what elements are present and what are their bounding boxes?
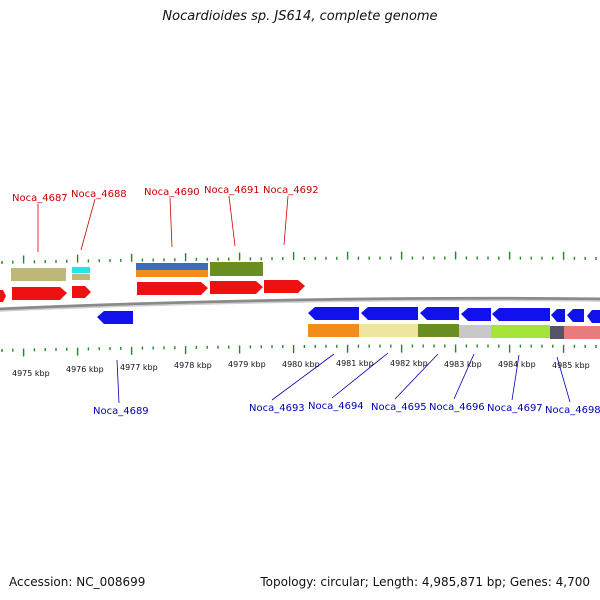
tick-labels: 4975 kbp 4976 kbp 4977 kbp 4978 kbp 4979… (12, 359, 590, 378)
forward-gene-4690[interactable] (137, 282, 208, 295)
gene-label-noca-4690[interactable]: Noca_4690 (144, 187, 200, 198)
leader-line (169, 197, 173, 248)
leader-line (271, 353, 335, 401)
tick-label: 4981 kbp (336, 359, 374, 368)
reverse-gene-4696[interactable] (461, 308, 491, 321)
cog-bar-4688-top[interactable] (72, 267, 90, 273)
cog-bar-4698-a[interactable] (550, 326, 564, 339)
reverse-genes (97, 307, 600, 324)
tick-label: 4983 kbp (444, 360, 482, 369)
forward-cog-bars (11, 262, 263, 281)
map-title: Nocardioides sp. JS614, complete genome (162, 9, 438, 24)
tick-label: 4977 kbp (120, 363, 158, 372)
gene-label-noca-4695[interactable]: Noca_4695 (371, 402, 427, 413)
cog-bar-4694[interactable] (359, 324, 418, 337)
cog-bar-4697[interactable] (491, 325, 550, 338)
forward-gene-4687[interactable] (12, 287, 67, 300)
cog-bar-4698-b[interactable] (564, 326, 600, 339)
gene-label-noca-4691[interactable]: Noca_4691 (204, 185, 260, 196)
gene-label-noca-4692[interactable]: Noca_4692 (263, 185, 319, 196)
forward-gene-4692[interactable] (264, 280, 305, 293)
leader-line (394, 353, 439, 400)
reverse-gene-edge[interactable] (587, 310, 600, 323)
tick-label: 4982 kbp (390, 359, 428, 368)
gene-label-noca-4688[interactable]: Noca_4688 (71, 189, 127, 200)
leader-line (228, 195, 236, 247)
cog-bar-4695[interactable] (418, 324, 459, 337)
tick-label: 4984 kbp (498, 360, 536, 369)
leader-line (116, 359, 120, 404)
reverse-gene-4695[interactable] (420, 307, 459, 320)
reverse-gene-4694[interactable] (361, 307, 418, 320)
upper-ticks (1, 251, 597, 264)
leader-line (80, 198, 96, 251)
cog-bar-4690-bottom[interactable] (136, 270, 208, 277)
reverse-gene-4689[interactable] (97, 311, 133, 324)
forward-genes (0, 280, 305, 302)
gene-label-noca-4694[interactable]: Noca_4694 (308, 401, 364, 412)
forward-gene-labels: Noca_4687 Noca_4688 Noca_4690 Noca_4691 … (12, 185, 319, 252)
tick-label: 4979 kbp (228, 360, 266, 369)
genome-backbone-shadow (0, 299, 600, 312)
reverse-gene-4698[interactable] (551, 309, 565, 322)
gene-label-noca-4696[interactable]: Noca_4696 (429, 402, 485, 413)
tick-label: 4975 kbp (12, 369, 50, 378)
leader-line (283, 195, 289, 246)
forward-gene-4688[interactable] (72, 286, 91, 298)
tick-label: 4976 kbp (66, 365, 104, 374)
reverse-gene-4693[interactable] (308, 307, 359, 320)
leader-line (453, 353, 475, 400)
cog-bar-4690-top[interactable] (136, 263, 208, 270)
gene-label-noca-4693[interactable]: Noca_4693 (249, 403, 305, 414)
leader-line (511, 354, 520, 401)
cog-bar-4688-bottom[interactable] (72, 274, 90, 280)
gene-label-noca-4697[interactable]: Noca_4697 (487, 403, 543, 414)
gene-label-noca-4687[interactable]: Noca_4687 (12, 193, 68, 204)
reverse-gene-4697[interactable] (492, 308, 550, 321)
genome-backbone (0, 296, 600, 311)
leader-line (556, 356, 571, 403)
tick-label: 4978 kbp (174, 361, 212, 370)
accession-text: Accession: NC_008699 (9, 575, 146, 589)
cog-bar-4691[interactable] (210, 262, 263, 276)
leader-line (331, 352, 389, 399)
cog-bar-4696[interactable] (459, 325, 491, 338)
forward-gene-4691[interactable] (210, 281, 263, 294)
cog-bar-4687[interactable] (11, 268, 66, 281)
reverse-gene-labels: Noca_4689 Noca_4693 Noca_4694 Noca_4695 … (93, 352, 600, 417)
tick-label: 4985 kbp (552, 361, 590, 370)
gene-label-noca-4698[interactable]: Noca_4698 (545, 405, 600, 416)
lower-ticks (1, 344, 597, 357)
cog-bar-4693[interactable] (308, 324, 359, 337)
forward-gene-partial[interactable] (0, 290, 6, 302)
reverse-gene-extra[interactable] (567, 309, 584, 322)
tick-label: 4980 kbp (282, 360, 320, 369)
reverse-cog-bars (308, 324, 600, 339)
gene-label-noca-4689[interactable]: Noca_4689 (93, 406, 149, 417)
topology-text: Topology: circular; Length: 4,985,871 bp… (260, 575, 590, 589)
